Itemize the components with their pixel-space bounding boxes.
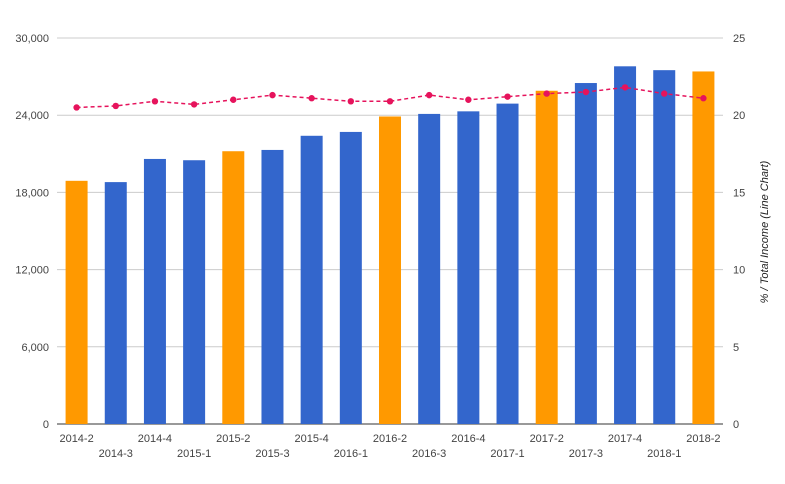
x-tick-label: 2017-2: [530, 433, 564, 445]
line-point: [308, 95, 315, 102]
x-tick-label: 2014-2: [59, 433, 93, 445]
x-tick-label: 2016-4: [451, 433, 485, 445]
bar: [653, 70, 676, 425]
line-point: [269, 91, 276, 99]
x-tick-label: 2017-3: [569, 448, 603, 460]
bar: [496, 103, 519, 425]
bar: [65, 180, 88, 424]
bar: [183, 160, 206, 424]
line-series: [73, 84, 707, 111]
x-tick-label: 2017-4: [608, 433, 642, 445]
line-point: [230, 96, 237, 103]
axes: 0 6,000 12,000 18,000 24,000 30,000 0 5 10 15 20 25…: [15, 33, 745, 460]
y2-tick-label: 10: [733, 265, 745, 277]
line-point: [425, 91, 433, 99]
x-tick-label: 2018-2: [686, 433, 720, 445]
x-tick-label: 2017-1: [490, 448, 524, 460]
bar: [418, 113, 441, 424]
y-tick-label: 30,000: [15, 33, 49, 45]
y-tick-label: 12,000: [15, 265, 49, 277]
bar-series: [65, 66, 715, 425]
line-point: [543, 90, 550, 97]
y-tick-label: 0: [43, 419, 49, 431]
x-tick-label: 2015-3: [255, 448, 289, 460]
y2-tick-label: 20: [733, 110, 745, 122]
line-point: [621, 84, 629, 91]
line-point: [504, 93, 511, 100]
bar: [614, 66, 637, 424]
y-tick-label: 18,000: [15, 187, 49, 199]
line-point: [347, 98, 355, 105]
bar: [143, 158, 166, 425]
bar: [457, 111, 480, 424]
bar: [379, 116, 401, 424]
bar: [574, 83, 597, 425]
x-tick-label: 2015-2: [216, 433, 250, 445]
line-point: [582, 88, 590, 96]
bar: [339, 131, 362, 424]
bar: [535, 90, 558, 425]
x-tick-label: 2014-4: [138, 433, 172, 445]
x-tick-label: 2018-1: [647, 448, 681, 460]
y2-tick-label: 0: [733, 419, 739, 431]
bar: [222, 151, 245, 424]
line-point: [112, 102, 119, 110]
line-point: [661, 90, 668, 97]
line-point: [190, 101, 198, 108]
bar: [300, 135, 323, 424]
bar: [692, 71, 715, 424]
y2-tick-label: 25: [733, 33, 745, 45]
y-tick-label: 6,000: [21, 342, 49, 354]
line-point: [386, 98, 394, 105]
x-tick-label: 2015-1: [177, 448, 211, 460]
x-tick-label: 2015-4: [295, 433, 329, 445]
bar: [104, 182, 127, 424]
line-point: [465, 96, 472, 103]
y2-tick-label: 5: [733, 342, 739, 354]
x-tick-label: 2016-1: [334, 448, 368, 460]
bar: [261, 149, 284, 424]
line-point: [700, 95, 707, 102]
line-point: [151, 98, 159, 105]
y2-tick-label: 15: [733, 187, 745, 199]
x-tick-label: 2016-3: [412, 448, 446, 460]
x-tick-label: 2016-2: [373, 433, 407, 445]
x-tick-label: 2014-3: [99, 448, 133, 460]
line-point: [73, 104, 80, 111]
y-tick-label: 24,000: [15, 110, 49, 122]
y2-axis-title: % / Total Income (Line Chart): [759, 160, 771, 303]
